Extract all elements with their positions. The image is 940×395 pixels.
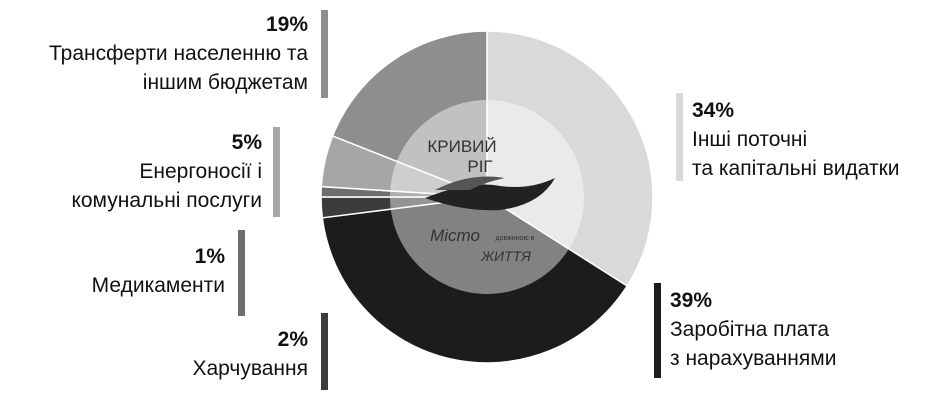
legend-bar-food — [321, 313, 328, 390]
logo-line-3b: довжиною в — [496, 235, 535, 242]
label-medicine: 1% Медикаменти — [0, 242, 225, 300]
label-energy-pct: 5% — [231, 131, 262, 154]
label-transfers-line2: іншим бюджетам — [142, 71, 308, 94]
legend-bar-salary — [654, 283, 661, 378]
slice-transfers — [331, 30, 488, 199]
logo-swoosh-accent-icon — [435, 176, 505, 190]
label-food-line1: Харчування — [192, 357, 308, 380]
label-transfers: 19% Трансферти населенню та іншим бюджет… — [0, 10, 308, 97]
label-other-line1: Інші поточні — [692, 128, 808, 151]
label-salary: 39% Заробітна плата з нарахуваннями — [670, 286, 910, 373]
logo-line-1: КРИВИЙ — [427, 137, 496, 156]
label-transfers-line1: Трансферти населенню та — [49, 42, 308, 65]
slice-other — [486, 30, 654, 287]
slice-salary — [321, 196, 629, 364]
label-energy: 5% Енергоносії і комунальні послуги — [0, 128, 262, 215]
logo-line-4: ЖИТТЯ — [480, 248, 531, 264]
legend-bar-transfers — [321, 10, 328, 98]
legend-bar-medicine — [238, 230, 245, 316]
label-other: 34% Інші поточні та капітальні видатки — [692, 96, 937, 183]
label-other-line2: та капітальні видатки — [692, 157, 900, 180]
label-medicine-line1: Медикаменти — [91, 274, 225, 297]
legend-bar-energy — [273, 127, 280, 217]
label-food: 2% Харчування — [70, 325, 308, 383]
label-salary-pct: 39% — [670, 289, 713, 312]
logo-line-2: РІГ — [467, 157, 492, 176]
label-medicine-pct: 1% — [194, 245, 225, 268]
legend-bar-other — [676, 93, 683, 181]
label-salary-line2: з нарахуваннями — [670, 347, 837, 370]
logo-line-3a: Місто — [430, 226, 480, 245]
label-transfers-pct: 19% — [265, 13, 308, 36]
pie-slices — [320, 30, 654, 364]
label-energy-line1: Енергоносії і — [139, 160, 262, 183]
logo-swoosh-icon — [425, 178, 555, 211]
label-salary-line1: Заробітна плата — [670, 318, 830, 341]
label-energy-line2: комунальні послуги — [71, 189, 262, 212]
label-food-pct: 2% — [277, 328, 308, 351]
label-other-pct: 34% — [692, 99, 735, 122]
city-logo: КРИВИЙ РІГ Місто довжиною в ЖИТТЯ — [425, 137, 555, 264]
